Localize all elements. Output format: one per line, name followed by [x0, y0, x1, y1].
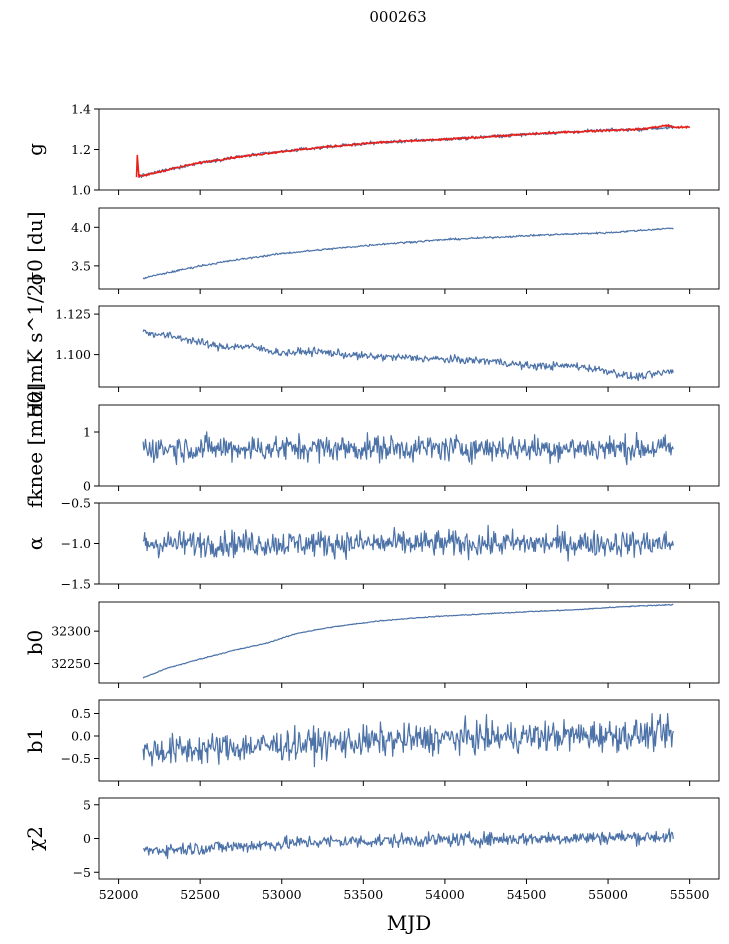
series-line-8-1 [143, 828, 674, 860]
y-tick-label: 0.0 [71, 729, 91, 744]
panel-1: 1.0 1.2 1.4 g [23, 102, 720, 198]
x-tick-label: 52500 [180, 887, 220, 902]
panel-2: 3.5 4.0 σ0 [du] [23, 207, 720, 294]
series-line-1-1 [138, 124, 674, 179]
x-axis-label: MJD [387, 911, 432, 935]
x-tick-label: 54000 [425, 887, 465, 902]
panel-frame [98, 601, 720, 684]
y-tick-label: 0 [83, 831, 91, 846]
y-tick-label: 1.0 [71, 183, 91, 198]
series-line-4-1 [142, 431, 674, 466]
series-line-7-1 [142, 712, 674, 768]
x-tick-label: 55500 [670, 887, 710, 902]
y-axis-label: α [23, 537, 47, 551]
y-tick-label: 32250 [51, 656, 91, 671]
x-tick-label: 54500 [507, 887, 547, 902]
y-tick-label: 3.5 [71, 258, 91, 273]
y-axis-label: χ2 [23, 826, 47, 851]
y-tick-label: 1.4 [71, 102, 91, 117]
y-axis-label: σ0 [du] [23, 211, 47, 285]
figure-title: 000263 [369, 8, 426, 26]
y-tick-label: 32300 [51, 624, 91, 639]
y-tick-label: 1.125 [55, 307, 91, 322]
panel-frame [98, 305, 720, 388]
y-tick-label: −5 [73, 865, 91, 880]
x-tick-label: 53000 [262, 887, 302, 902]
y-axis-label: b1 [23, 728, 47, 754]
y-axis-label: b0 [23, 630, 47, 656]
y-tick-label: 1 [83, 425, 91, 440]
y-axis-label: fknee [mHz] [23, 383, 47, 508]
y-axis-label: g [23, 143, 47, 156]
panel-7: −0.5 0.0 0.5 b1 [23, 699, 720, 786]
y-tick-label: 1.100 [55, 347, 91, 362]
y-tick-label: −0.5 [61, 751, 91, 766]
y-tick-label: −1.5 [61, 577, 91, 592]
y-axis-label: σ0[mK s^1/2] [23, 276, 47, 417]
y-tick-label: 4.0 [71, 220, 91, 235]
series-line-5-1 [142, 524, 674, 562]
series-line-2-1 [142, 227, 674, 280]
y-tick-label: 0.5 [71, 706, 91, 721]
panel-4: 0 1 fknee [mHz] [23, 383, 720, 508]
panel-5: −1.5 −1.0 −0.5 α [23, 496, 720, 592]
y-tick-label: −1.0 [61, 536, 91, 551]
x-tick-label: 52000 [99, 887, 139, 902]
y-tick-label: 1.2 [71, 142, 91, 157]
panel-frame [98, 108, 720, 191]
panel-frame [98, 207, 720, 290]
y-tick-label: 0 [83, 479, 91, 494]
panel-6: 32250 32300 b0 [23, 601, 720, 688]
series-line-1-2 [135, 123, 691, 178]
series-line-6-1 [142, 603, 674, 679]
y-tick-label: −0.5 [61, 496, 91, 511]
panel-3: 1.100 1.125 σ0[mK s^1/2] [23, 276, 720, 417]
panel-frame [98, 699, 720, 782]
panels: 1.0 1.2 1.4 g 3.5 4.0 σ0 [du] 1.100 1.125 σ0[mK s… [23, 102, 720, 902]
panel-8: −5 0 5 52000 52500 53000 53500 54000 54500 55000 5… [23, 797, 720, 902]
x-tick-label: 53500 [343, 887, 383, 902]
x-tick-label: 55000 [588, 887, 628, 902]
panel-frame [98, 404, 720, 487]
y-tick-label: 5 [83, 797, 91, 812]
series-line-3-1 [142, 329, 674, 382]
